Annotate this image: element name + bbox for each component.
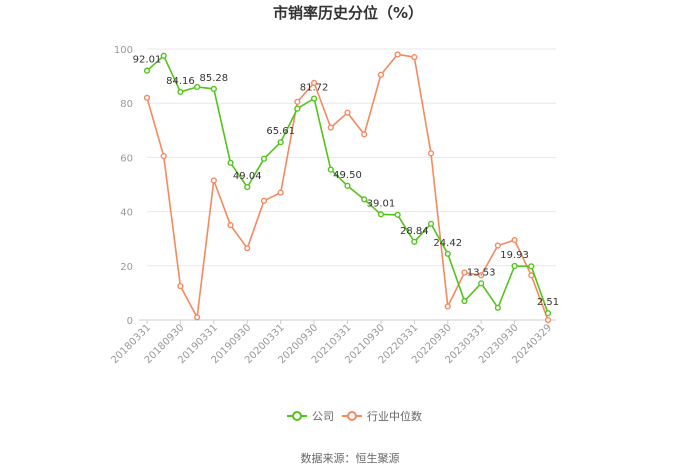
- point-company[interactable]: [177, 88, 184, 96]
- point-industry[interactable]: [444, 303, 451, 310]
- point-company[interactable]: [444, 250, 451, 257]
- point-industry[interactable]: [160, 152, 167, 160]
- point-company[interactable]: [327, 166, 334, 173]
- point-company[interactable]: [494, 304, 501, 311]
- data-label-company: 85.28: [200, 73, 229, 84]
- y-tick-label: 0: [127, 316, 133, 327]
- data-label-company: 49.04: [233, 171, 262, 182]
- legend-item-company[interactable]: 公司: [287, 410, 334, 423]
- point-industry[interactable]: [544, 316, 552, 324]
- point-industry[interactable]: [394, 51, 401, 58]
- point-industry[interactable]: [310, 79, 318, 86]
- data-label-company: 2.51: [537, 297, 559, 308]
- data-label-company: 49.50: [333, 170, 362, 181]
- point-industry[interactable]: [427, 150, 435, 157]
- y-tick-label: 20: [120, 262, 133, 273]
- point-company[interactable]: [427, 220, 435, 227]
- point-company[interactable]: [544, 310, 552, 317]
- point-company[interactable]: [377, 211, 385, 218]
- point-industry[interactable]: [361, 131, 368, 138]
- point-company[interactable]: [143, 67, 151, 74]
- point-industry[interactable]: [260, 197, 268, 204]
- point-company[interactable]: [310, 95, 318, 102]
- point-industry[interactable]: [528, 272, 535, 279]
- point-industry[interactable]: [344, 109, 351, 116]
- point-industry[interactable]: [244, 245, 251, 252]
- point-company[interactable]: [511, 262, 518, 270]
- point-company[interactable]: [361, 196, 368, 203]
- point-industry[interactable]: [511, 236, 518, 244]
- data-label-company: 24.42: [433, 238, 462, 249]
- point-industry[interactable]: [461, 269, 468, 276]
- legend-industry-marker: [347, 411, 357, 421]
- x-axis: 2018033120180930201903312019093020200331…: [109, 320, 554, 366]
- y-tick-label: 60: [120, 153, 133, 164]
- point-industry[interactable]: [494, 242, 501, 249]
- data-label-company: 65.61: [266, 126, 295, 137]
- point-company[interactable]: [461, 297, 468, 305]
- data-label-company: 39.01: [367, 198, 396, 209]
- point-industry[interactable]: [327, 124, 334, 131]
- chart-title: 市销率历史分位（%）: [273, 4, 423, 22]
- y-axis: 0 20 40 60 80 100: [114, 45, 133, 327]
- series-layer: [143, 51, 552, 324]
- point-company[interactable]: [528, 263, 535, 270]
- point-company[interactable]: [194, 83, 201, 91]
- legend: 公司 行业中位数: [287, 409, 422, 423]
- y-tick-label: 80: [120, 99, 133, 110]
- data-label-company: 13.53: [467, 267, 496, 278]
- point-industry[interactable]: [210, 177, 217, 184]
- point-industry[interactable]: [177, 283, 184, 290]
- point-company[interactable]: [344, 182, 351, 189]
- y-tick-label: 100: [114, 45, 133, 56]
- legend-item-industry[interactable]: 行业中位数: [342, 409, 422, 423]
- point-industry[interactable]: [194, 314, 201, 321]
- point-company[interactable]: [227, 159, 234, 166]
- point-company[interactable]: [478, 280, 485, 287]
- data-labels: 92.01 84.16 85.28 49.04 65.61 81.72 49.50 39.01…: [133, 55, 559, 309]
- point-industry[interactable]: [143, 94, 151, 101]
- point-company[interactable]: [394, 211, 401, 218]
- point-company[interactable]: [260, 155, 268, 162]
- data-label-company: 19.93: [500, 250, 529, 261]
- point-company[interactable]: [294, 105, 301, 112]
- point-industry[interactable]: [478, 272, 485, 279]
- point-company[interactable]: [210, 85, 217, 92]
- data-label-company: 84.16: [166, 76, 195, 87]
- point-company[interactable]: [277, 139, 284, 146]
- point-industry[interactable]: [227, 222, 234, 229]
- data-label-company: 81.72: [300, 83, 329, 94]
- point-company[interactable]: [160, 52, 167, 59]
- point-company[interactable]: [411, 238, 418, 245]
- point-company[interactable]: [244, 184, 251, 191]
- legend-company-marker: [292, 411, 302, 421]
- data-source: 数据来源：恒生聚源: [301, 451, 400, 465]
- point-industry[interactable]: [377, 71, 385, 78]
- legend-industry-label: 行业中位数: [367, 409, 422, 423]
- point-industry[interactable]: [277, 189, 284, 196]
- point-industry[interactable]: [294, 98, 301, 105]
- data-label-company: 28.84: [400, 226, 429, 237]
- point-industry[interactable]: [411, 54, 418, 61]
- legend-company-label: 公司: [312, 410, 334, 423]
- data-label-company: 92.01: [133, 55, 162, 66]
- grid: [139, 48, 556, 321]
- y-tick-label: 40: [120, 208, 133, 219]
